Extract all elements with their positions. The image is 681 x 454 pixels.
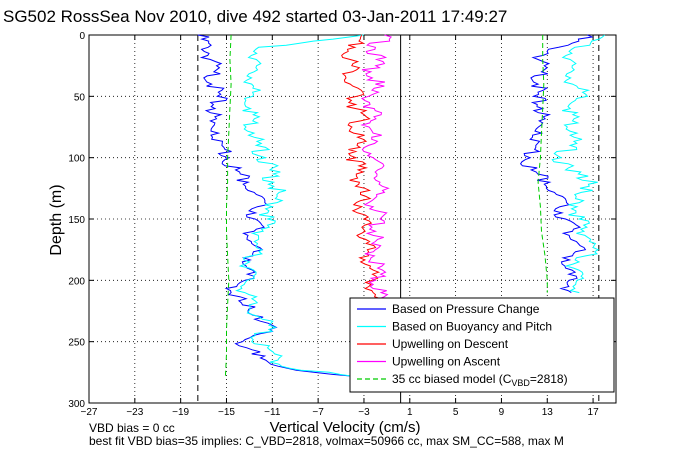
footer-line-1: VBD bias = 0 cc	[89, 421, 175, 435]
x-tick-label: −15	[218, 407, 235, 418]
x-tick-label: 5	[453, 407, 459, 418]
y-tick-label: 0	[79, 31, 85, 42]
legend-label-text: Based on Buoyancy and Pitch	[392, 320, 552, 334]
series-line	[235, 34, 365, 379]
legend-label: 35 cc biased model (CVBD=2818)	[392, 372, 568, 388]
legend-label-text: Upwelling on Ascent	[392, 355, 501, 369]
y-tick-label: 200	[68, 276, 85, 287]
legend-item: Upwelling on Descent	[357, 337, 509, 351]
y-tick-label: 300	[68, 399, 85, 410]
x-tick-label: −19	[172, 407, 189, 418]
legend-label-text: 35 cc biased model (C	[392, 372, 512, 386]
legend: Based on Pressure Change Based on Buoyanc…	[349, 297, 615, 393]
series-line	[519, 34, 594, 294]
x-tick-label: −11	[264, 407, 281, 418]
x-tick-label: −27	[81, 407, 98, 418]
chart-title: SG502 RossSea Nov 2010, dive 492 started…	[3, 7, 507, 26]
x-tick-label: 13	[542, 407, 554, 418]
legend-label: Based on Pressure Change	[392, 302, 540, 316]
x-tick-label: −23	[126, 407, 143, 418]
legend-label: Upwelling on Descent	[392, 337, 509, 351]
legend-label: Upwelling on Ascent	[392, 355, 501, 369]
legend-label-text: Based on Pressure Change	[392, 302, 540, 316]
y-tick-label: 250	[68, 338, 85, 349]
legend-label-subscript: VBD	[511, 378, 530, 388]
x-axis-label: Vertical Velocity (cm/s)	[270, 419, 421, 436]
y-tick-label: 100	[68, 154, 85, 165]
legend-item: Based on Pressure Change	[357, 302, 540, 316]
series-line	[360, 34, 392, 330]
x-tick-label: −7	[312, 407, 324, 418]
series-upwelling-on-ascent	[360, 34, 392, 330]
footer-line-2: best fit VBD bias=35 implies: C_VBD=2818…	[89, 434, 564, 448]
legend-item: Upwelling on Ascent	[357, 355, 501, 369]
y-axis: 0 50 100 150 200 250 300	[68, 31, 616, 410]
legend-label-suffix: =2818)	[530, 372, 568, 386]
series-based-on-pressure-change	[197, 34, 594, 379]
y-tick-label: 50	[74, 92, 86, 103]
x-axis: −27 −23 −19 −15 −11 −7 −3 1 5 9 13 17	[81, 35, 600, 418]
series-line	[197, 34, 359, 379]
x-tick-label: 1	[407, 407, 413, 418]
x-tick-label: 17	[588, 407, 600, 418]
series-line	[224, 34, 232, 379]
x-tick-label: 9	[499, 407, 505, 418]
legend-label-text: Upwelling on Descent	[392, 337, 509, 351]
legend-item: Based on Buoyancy and Pitch	[357, 320, 552, 334]
x-tick-label: −3	[358, 407, 370, 418]
y-tick-label: 150	[68, 215, 85, 226]
legend-item: 35 cc biased model (CVBD=2818)	[357, 372, 568, 388]
y-axis-label: Depth (m)	[48, 184, 65, 255]
series-35-cc-biased-model-c-vbd-2818	[224, 34, 548, 379]
series-line	[551, 34, 605, 294]
legend-label: Based on Buoyancy and Pitch	[392, 320, 552, 334]
series-line	[537, 35, 548, 293]
series-based-on-buoyancy-and-pitch	[235, 34, 605, 379]
legend-box	[349, 297, 615, 393]
